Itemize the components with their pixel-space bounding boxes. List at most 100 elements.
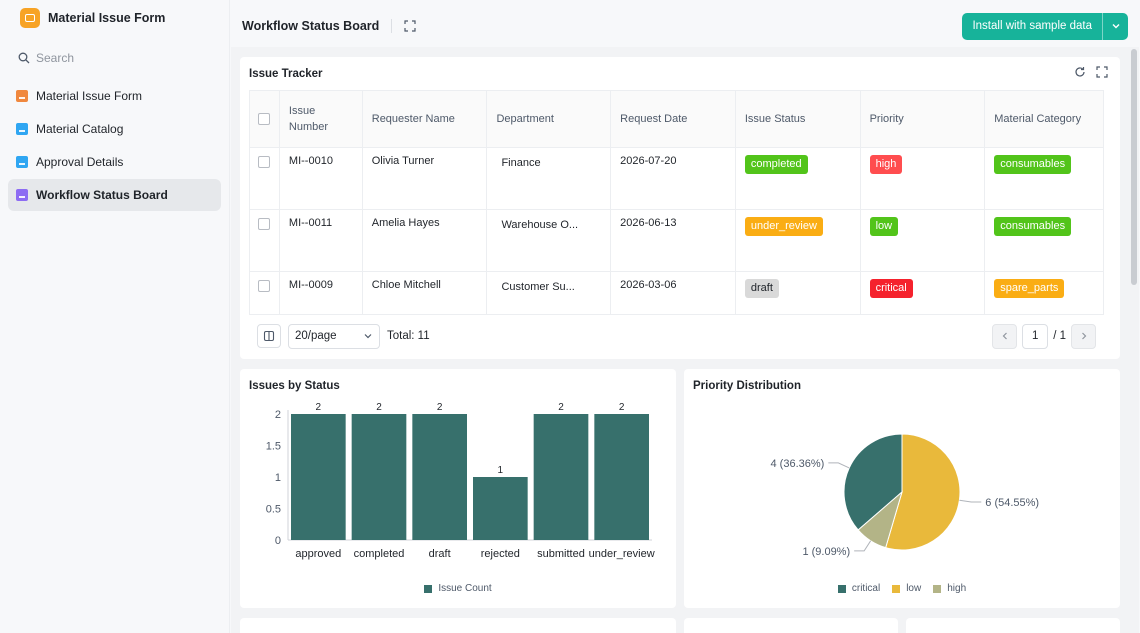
- divider: [391, 19, 393, 33]
- x-tick-label: submitted: [537, 548, 585, 560]
- scrollbar[interactable]: [1131, 49, 1137, 285]
- sidebar: Material Issue Form Search Material Issu…: [0, 0, 230, 633]
- pie-label-line: [959, 499, 982, 503]
- pie-slice[interactable]: [885, 433, 961, 551]
- sidebar-item-approval-details[interactable]: Approval Details: [8, 146, 221, 178]
- sidebar-item-label: Material Catalog: [36, 122, 124, 136]
- pagination: 20/page Total: 11 1 / 1: [249, 319, 1104, 353]
- column-header-label: Requester Name: [371, 113, 455, 125]
- table-row[interactable]: MI--0009 Chloe Mitchell Customer Su... 2…: [250, 272, 1103, 314]
- header-checkbox-cell: [250, 91, 280, 147]
- bar-value-label: 2: [316, 402, 322, 413]
- chevron-left-icon: [1002, 332, 1007, 340]
- legend-label: Issue Count: [438, 583, 492, 594]
- chevron-right-icon: [1081, 332, 1086, 340]
- department-cell: Finance: [487, 148, 612, 209]
- legend-item[interactable]: critical: [837, 583, 881, 594]
- table-row[interactable]: MI--0011 Amelia Hayes Warehouse O... 202…: [250, 210, 1103, 272]
- select-all-checkbox[interactable]: [258, 113, 271, 125]
- y-tick-label: 0: [275, 535, 281, 547]
- app-header: Material Issue Form: [0, 0, 229, 36]
- column-header[interactable]: Issue Status: [736, 91, 861, 147]
- sidebar-item-workflow-status-board[interactable]: Workflow Status Board: [8, 179, 221, 211]
- pie-label-line: [854, 540, 872, 552]
- pie-slice-label: 6 (54.55%): [985, 497, 1039, 509]
- page-count: / 1: [1053, 330, 1066, 342]
- card-title: Priority Distribution: [693, 380, 801, 392]
- priority-badge: critical: [869, 279, 913, 298]
- x-tick-label: approved: [295, 548, 341, 560]
- row-checkbox[interactable]: [258, 218, 271, 230]
- bar[interactable]: [473, 477, 528, 540]
- y-tick-label: 0.5: [266, 504, 281, 516]
- fullscreen-icon[interactable]: [404, 20, 416, 32]
- issue-table: Issue Number Requester Name Department R…: [249, 90, 1104, 315]
- dashboard-icon: [16, 189, 28, 201]
- priority-cell: critical: [861, 272, 986, 314]
- status-badge: draft: [744, 279, 779, 298]
- bar[interactable]: [351, 414, 407, 540]
- chevron-down-icon[interactable]: [1102, 12, 1128, 40]
- page-number-input[interactable]: 1: [1022, 323, 1049, 349]
- search-box[interactable]: Search: [0, 44, 229, 72]
- column-header[interactable]: Department: [487, 91, 612, 147]
- column-header-label: Department: [496, 113, 554, 125]
- column-header-label: Request Date: [620, 113, 688, 125]
- x-tick-label: completed: [354, 548, 405, 560]
- category-badge: consumables: [994, 155, 1072, 174]
- bar-chart: 0 0.5 1 1.5 2 2 approved 2 completed 2 draft 1 rejec…: [266, 402, 655, 560]
- bar-value-label: 1: [498, 465, 504, 476]
- table-header: Issue Number Requester Name Department R…: [250, 91, 1103, 148]
- status-cell: completed: [736, 148, 861, 209]
- legend-swatch: [892, 584, 901, 593]
- table-row[interactable]: MI--0010 Olivia Turner Finance 2026-07-2…: [250, 148, 1103, 210]
- legend-label: critical: [851, 583, 881, 594]
- legend-label: low: [906, 583, 922, 594]
- search-input[interactable]: Search: [36, 51, 75, 65]
- status-badge: completed: [744, 155, 808, 174]
- status-cell: under_review: [736, 210, 861, 271]
- app-title: Material Issue Form: [48, 11, 166, 25]
- pie-slice[interactable]: [857, 490, 903, 549]
- y-tick-label: 2: [275, 409, 281, 421]
- sidebar-item-material-catalog[interactable]: Material Catalog: [8, 113, 221, 145]
- column-header[interactable]: Issue Number: [280, 91, 363, 147]
- bar[interactable]: [533, 414, 589, 540]
- bar-value-label: 2: [437, 402, 443, 413]
- legend-item[interactable]: low: [892, 583, 921, 594]
- category-cell: consumables: [985, 148, 1103, 209]
- prev-page-button[interactable]: [992, 323, 1018, 349]
- bar[interactable]: [412, 414, 467, 540]
- pie-slice[interactable]: [843, 433, 903, 531]
- install-with-sample-data-button[interactable]: Install with sample data: [962, 12, 1128, 40]
- legend-item[interactable]: Issue Count: [424, 583, 492, 594]
- column-header[interactable]: Priority: [861, 91, 986, 147]
- row-checkbox[interactable]: [258, 280, 271, 292]
- row-checkbox[interactable]: [258, 156, 271, 168]
- requester-cell: Chloe Mitchell: [363, 272, 488, 314]
- legend-swatch: [837, 584, 846, 593]
- column-header-label: Issue Number: [288, 105, 329, 133]
- issue-number-cell: MI--0011: [280, 210, 363, 271]
- y-tick-label: 1: [275, 472, 281, 484]
- bar[interactable]: [291, 414, 346, 540]
- column-header[interactable]: Requester Name: [363, 91, 488, 147]
- install-button-label: Install with sample data: [972, 20, 1092, 32]
- bar[interactable]: [594, 414, 649, 540]
- page-size-select[interactable]: 20/page: [288, 323, 380, 349]
- column-header[interactable]: Request Date: [611, 91, 736, 147]
- total-count: Total: 11: [387, 330, 430, 342]
- pie-chart: 4 (36.36%) 6 (54.55%) 1 (9.09%): [771, 433, 1039, 558]
- sidebar-item-material-issue-form[interactable]: Material Issue Form: [8, 80, 221, 112]
- column-header-label: Priority: [869, 113, 904, 125]
- legend-item[interactable]: high: [933, 583, 966, 594]
- column-settings-icon[interactable]: [257, 324, 281, 348]
- pie-slice-label: 4 (36.36%): [771, 458, 825, 470]
- refresh-icon[interactable]: [1074, 66, 1086, 78]
- pie-legend: critical low high: [684, 583, 1120, 594]
- bar-value-label: 2: [619, 402, 625, 413]
- next-page-button[interactable]: [1071, 323, 1096, 349]
- dashboard-card: [240, 618, 676, 633]
- fullscreen-icon[interactable]: [1096, 66, 1108, 78]
- column-header[interactable]: Material Category: [985, 91, 1103, 147]
